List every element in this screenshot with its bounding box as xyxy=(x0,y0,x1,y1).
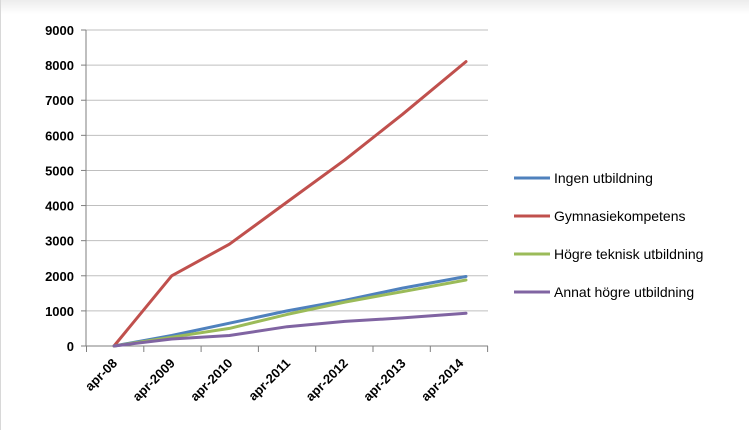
x-tick-label: apr-2009 xyxy=(129,356,177,404)
legend-label: Högre teknisk utbildning xyxy=(554,246,703,262)
y-tick-label: 1000 xyxy=(45,304,74,319)
legend: Ingen utbildning Gymnasiekompetens Högre t… xyxy=(514,170,703,300)
x-tick-label: apr-2012 xyxy=(302,356,350,404)
x-tick-label: apr-2010 xyxy=(187,356,235,404)
y-tick-label: 7000 xyxy=(45,93,74,108)
x-tick-label: apr-2011 xyxy=(245,356,293,404)
y-tick-label: 3000 xyxy=(45,234,74,249)
y-tick-label: 6000 xyxy=(45,128,74,143)
series-line xyxy=(112,60,468,348)
x-tick-label: apr-2014 xyxy=(418,355,467,404)
axes: 0 1000 2000 3000 4000 5000 6000 7000 8000 9000 apr… xyxy=(45,23,489,404)
y-tick-label: 4000 xyxy=(45,199,74,214)
y-tick-label: 8000 xyxy=(45,58,74,73)
legend-label: Annat högre utbildning xyxy=(554,284,694,300)
gridlines xyxy=(86,29,488,312)
x-tick-label: apr-08 xyxy=(82,356,120,394)
y-tick-label: 0 xyxy=(67,339,74,354)
series-lines xyxy=(112,60,468,348)
legend-label: Ingen utbildning xyxy=(554,170,653,186)
x-tick-label: apr-2013 xyxy=(360,356,408,404)
legend-label: Gymnasiekompetens xyxy=(554,208,686,224)
y-tick-label: 9000 xyxy=(45,23,74,38)
series-line xyxy=(112,275,468,348)
y-tick-label: 5000 xyxy=(45,163,74,178)
series-line xyxy=(112,278,468,348)
y-tick-label: 2000 xyxy=(45,269,74,284)
series-line xyxy=(112,311,468,348)
